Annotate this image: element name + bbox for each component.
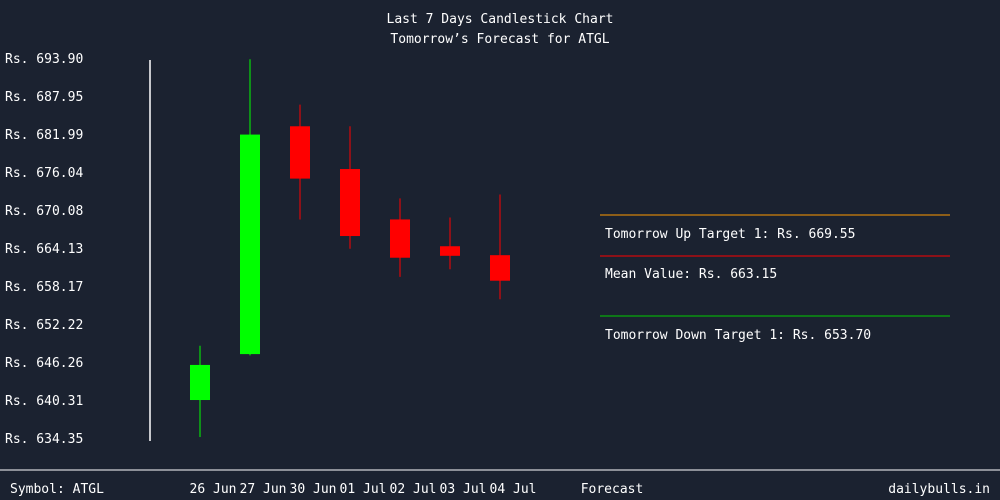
candle-body [240,134,260,355]
x-tick-label: 27 Jun [240,482,287,497]
y-tick-label: Rs. 670.08 [5,204,83,219]
candle-body [190,364,210,401]
candle-body [290,126,310,179]
forecast-x-label: Forecast [581,482,644,497]
y-tick-label: Rs. 681.99 [5,128,83,143]
y-tick-label: Rs. 646.26 [5,356,83,371]
x-tick-label: 03 Jul [440,482,487,497]
candle-body [390,219,410,258]
x-axis-labels: 26 Jun 27 Jun 30 Jun 01 Jul 02 Jul 03 Jul 04 J… [190,482,537,497]
candle-body [490,255,510,281]
candle-body [440,246,460,256]
forecast-down-label: Tomorrow Down Target 1: Rs. 653.70 [605,328,871,343]
chart-subtitle: Tomorrow’s Forecast for ATGL [390,32,609,47]
forecast-panel: Tomorrow Up Target 1: Rs. 669.55 Mean Va… [600,214,950,343]
chart-title: Last 7 Days Candlestick Chart [387,12,614,27]
y-tick-label: Rs. 693.90 [5,52,83,67]
y-tick-label: Rs. 676.04 [5,166,83,181]
y-tick-label: Rs. 687.95 [5,90,83,105]
y-tick-label: Rs. 634.35 [5,432,83,447]
x-tick-label: 01 Jul [340,482,387,497]
y-tick-label: Rs. 640.31 [5,394,83,409]
x-tick-label: 26 Jun [190,482,237,497]
site-label: dailybulls.in [888,482,990,497]
x-tick-label: 02 Jul [390,482,437,497]
forecast-mean-label: Mean Value: Rs. 663.15 [605,267,777,282]
x-tick-label: 04 Jul [490,482,537,497]
y-tick-label: Rs. 664.13 [5,242,83,257]
y-tick-label: Rs. 652.22 [5,318,83,333]
candle-body [340,169,360,237]
forecast-up-label: Tomorrow Up Target 1: Rs. 669.55 [605,227,855,242]
y-axis-labels: Rs. 693.90 Rs. 687.95 Rs. 681.99 Rs. 676.04… [5,52,83,447]
symbol-label: Symbol: ATGL [10,482,104,497]
candles [190,59,510,438]
x-tick-label: 30 Jun [290,482,337,497]
y-tick-label: Rs. 658.17 [5,280,83,295]
